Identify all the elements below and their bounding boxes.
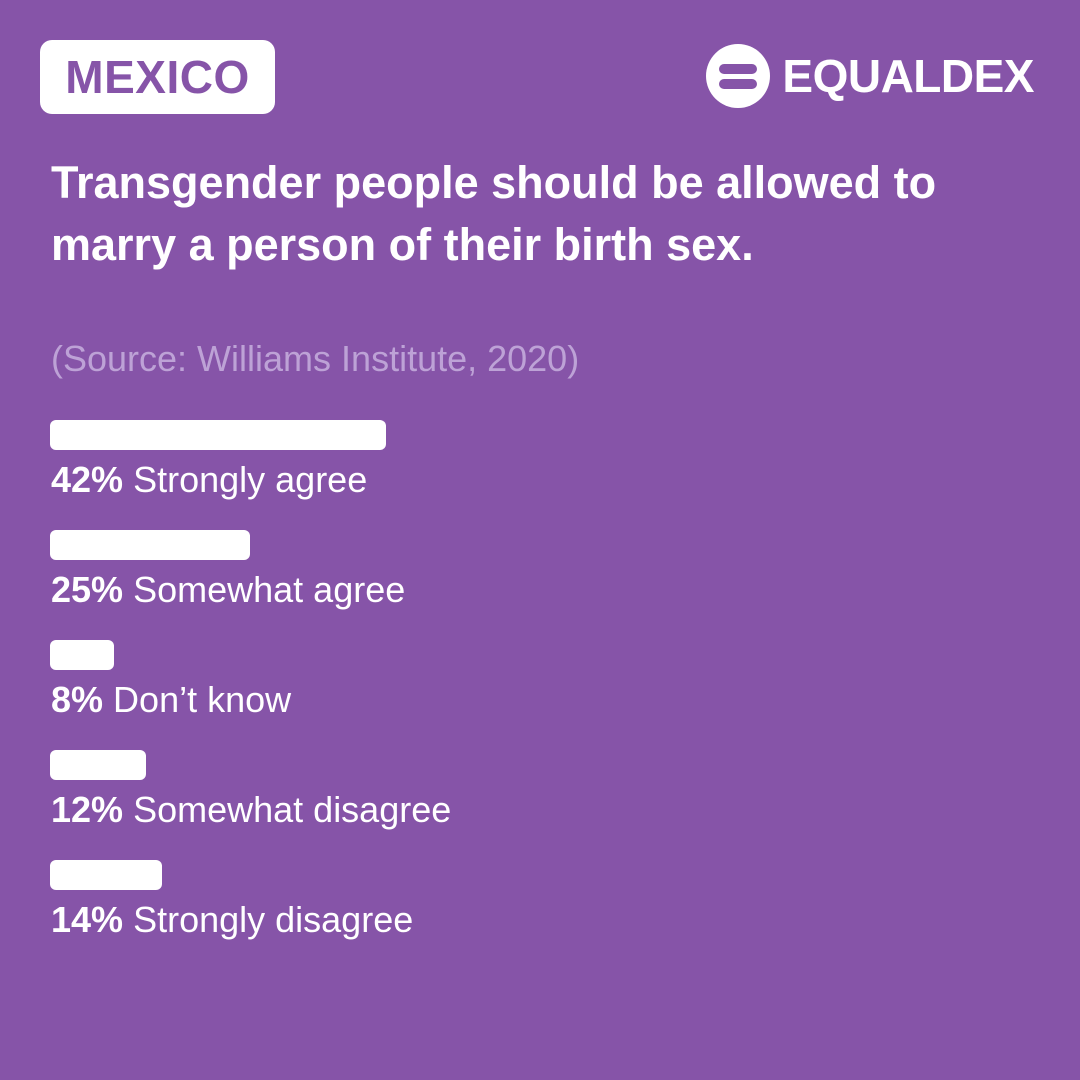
bar-value-label: 12% [51,789,124,830]
chart-row: 42% Strongly agree [50,420,1030,530]
bar [50,530,250,560]
chart-row: 8% Don’t know [50,640,1030,750]
bar-value-label: 14% [51,899,124,940]
category-label: Somewhat agree [133,569,406,610]
bar-value-label: 8% [51,679,104,720]
chart-row: 25% Somewhat agree [50,530,1030,640]
bar-value-label: 25% [51,569,124,610]
bar-value-label: 42% [51,459,124,500]
bar-label: 25% Somewhat agree [51,566,405,614]
bar [50,860,162,890]
chart-row: 12% Somewhat disagree [50,750,1030,860]
brand-name: EQUALDEX [782,50,1034,102]
category-label: Strongly agree [133,459,368,500]
bar-chart: 42% Strongly agree 25% Somewhat agree 8% D… [50,420,1030,970]
chart-source: (Source: Williams Institute, 2020) [51,338,580,379]
bar-label: 14% Strongly disagree [51,896,413,944]
country-badge: MEXICO [40,40,275,114]
bar [50,750,146,780]
brand-logo: EQUALDEX [706,44,1034,108]
country-name: MEXICO [65,51,250,103]
chart-row: 14% Strongly disagree [50,860,1030,970]
bar-label: 12% Somewhat disagree [51,786,451,834]
category-label: Somewhat disagree [133,789,452,830]
bar [50,420,386,450]
bar-label: 8% Don’t know [51,676,291,724]
equaldex-logo-icon [706,44,771,108]
category-label: Don’t know [113,679,292,720]
bar [50,640,114,670]
category-label: Strongly disagree [133,899,414,940]
bar-label: 42% Strongly agree [51,456,367,504]
chart-title: Transgender people should be allowed to … [51,157,937,270]
